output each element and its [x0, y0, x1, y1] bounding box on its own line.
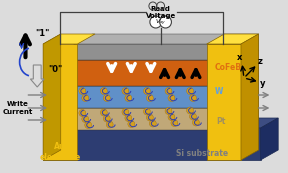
Text: W: W — [215, 88, 223, 97]
Polygon shape — [75, 34, 259, 44]
Circle shape — [208, 88, 215, 94]
Circle shape — [125, 115, 132, 121]
Polygon shape — [261, 118, 278, 160]
Polygon shape — [75, 76, 259, 86]
Circle shape — [103, 115, 110, 122]
Polygon shape — [241, 34, 259, 60]
FancyArrow shape — [30, 65, 44, 87]
Polygon shape — [241, 50, 259, 86]
Circle shape — [208, 107, 215, 113]
Circle shape — [122, 88, 129, 94]
Text: "1": "1" — [35, 30, 50, 39]
Polygon shape — [43, 34, 95, 44]
Circle shape — [211, 112, 218, 120]
Circle shape — [122, 108, 129, 116]
Circle shape — [190, 113, 196, 120]
Polygon shape — [43, 34, 61, 160]
Text: "0": "0" — [48, 66, 62, 75]
Circle shape — [192, 119, 199, 126]
Polygon shape — [241, 98, 259, 130]
Circle shape — [147, 94, 153, 102]
Circle shape — [143, 108, 150, 115]
Polygon shape — [241, 76, 259, 108]
Text: Pt: Pt — [217, 116, 226, 125]
Polygon shape — [43, 118, 278, 128]
Polygon shape — [207, 34, 259, 44]
Circle shape — [187, 88, 194, 94]
Polygon shape — [75, 86, 241, 108]
Circle shape — [85, 121, 92, 129]
Circle shape — [79, 88, 86, 94]
Circle shape — [190, 94, 196, 102]
Polygon shape — [241, 34, 259, 160]
Text: Read
Voltage: Read Voltage — [145, 6, 176, 19]
Text: z: z — [257, 57, 262, 66]
Polygon shape — [207, 44, 241, 160]
Polygon shape — [75, 108, 241, 130]
Circle shape — [160, 16, 171, 28]
Circle shape — [79, 110, 86, 116]
Circle shape — [150, 16, 162, 28]
Text: $V_{xy}$: $V_{xy}$ — [155, 17, 166, 28]
Circle shape — [143, 88, 150, 94]
Text: Si substrate: Si substrate — [176, 148, 228, 157]
Polygon shape — [75, 98, 259, 108]
Text: Au
electrode: Au electrode — [39, 142, 80, 162]
Circle shape — [165, 107, 172, 115]
Circle shape — [128, 121, 135, 128]
Circle shape — [168, 113, 175, 121]
Circle shape — [211, 94, 218, 102]
Circle shape — [101, 88, 107, 94]
Text: CoFeB: CoFeB — [215, 62, 242, 71]
Circle shape — [214, 119, 221, 125]
Polygon shape — [75, 50, 259, 60]
Text: y: y — [260, 80, 265, 89]
Circle shape — [103, 94, 110, 102]
Circle shape — [82, 116, 89, 122]
Circle shape — [149, 120, 156, 127]
Text: x: x — [237, 53, 243, 62]
Polygon shape — [43, 128, 261, 160]
Circle shape — [125, 94, 132, 102]
Polygon shape — [43, 44, 77, 160]
Circle shape — [187, 107, 194, 114]
Circle shape — [168, 94, 175, 102]
Circle shape — [101, 109, 107, 116]
Circle shape — [82, 94, 89, 102]
Circle shape — [147, 114, 153, 121]
Circle shape — [106, 121, 113, 128]
Text: Write
Current: Write Current — [3, 102, 33, 115]
Polygon shape — [75, 60, 241, 86]
Circle shape — [165, 88, 172, 94]
Circle shape — [171, 120, 178, 126]
Polygon shape — [75, 44, 241, 60]
